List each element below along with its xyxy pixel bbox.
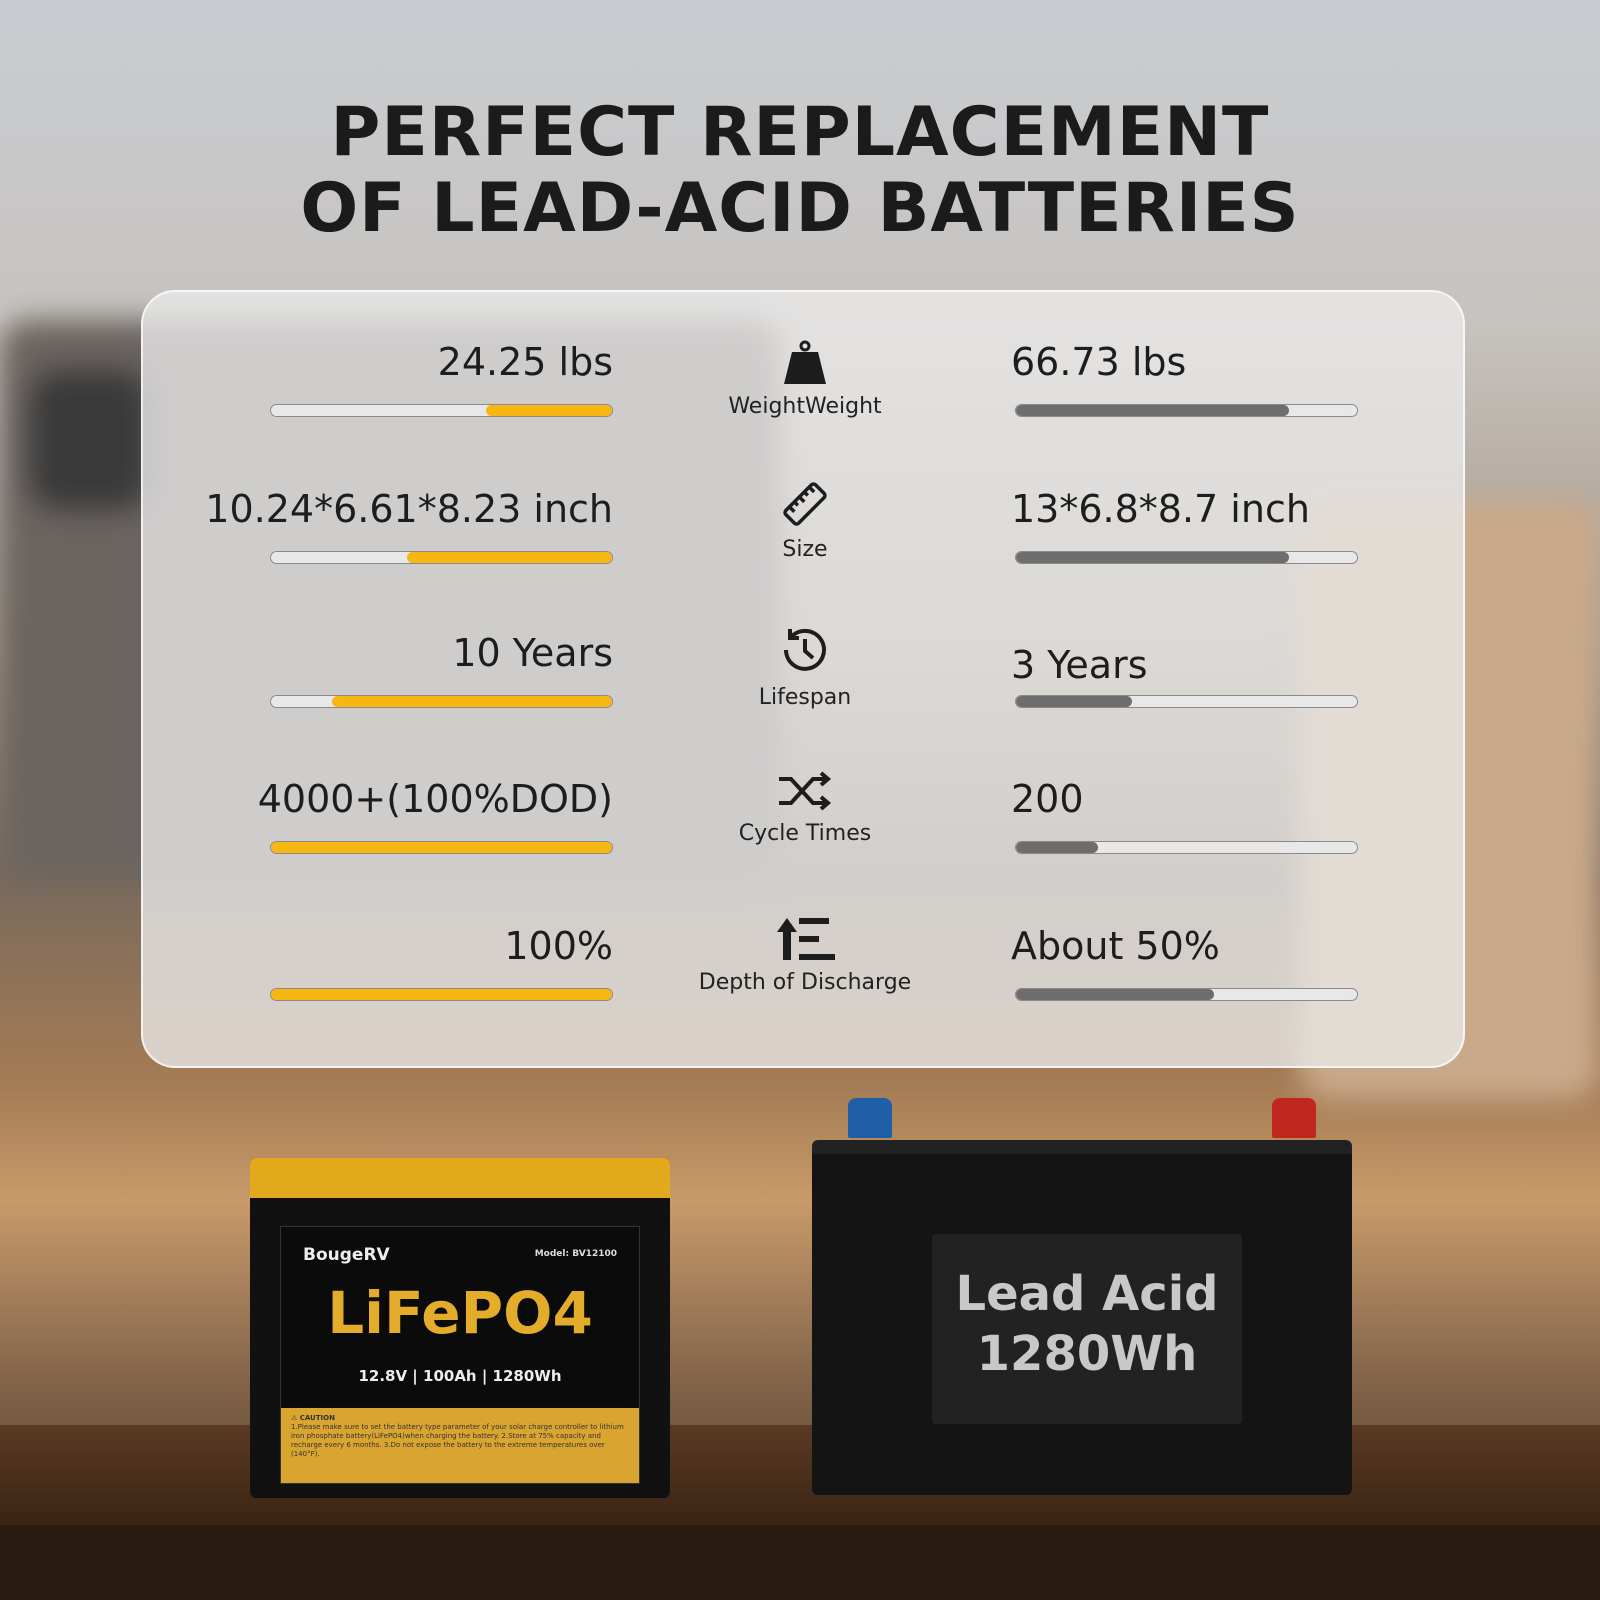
- metric-label: Cycle Times: [738, 821, 872, 846]
- lifepo4-bar-fill: [407, 552, 612, 563]
- table-top: [0, 1425, 1600, 1525]
- lifepo4-value: 10 Years: [452, 631, 613, 675]
- lifepo4-bar: [270, 988, 613, 1001]
- comparison-row: 4000+(100%DOD) 200 Cycle Times: [143, 771, 1463, 917]
- weight-icon: [655, 340, 955, 386]
- lead-acid-bar: [1015, 988, 1358, 1001]
- lifepo4-bar: [270, 551, 613, 564]
- depth-icon: [655, 916, 955, 962]
- caution-label: ⚠ CAUTION 1.Please make sure to set the b…: [281, 1408, 639, 1483]
- metric-label: WeightWeight: [728, 394, 882, 419]
- lifepo4-bar-fill: [271, 989, 612, 1000]
- lead-acid-bar-fill: [1016, 842, 1098, 853]
- lead-acid-bar: [1015, 841, 1358, 854]
- comparison-row: 10.24*6.61*8.23 inch 13*6.8*8.7 inch Siz…: [143, 482, 1463, 627]
- lead-acid-battery: Lead Acid 1280Wh: [812, 1140, 1352, 1495]
- lifepo4-value: 100%: [504, 924, 613, 968]
- lead-acid-bar: [1015, 695, 1358, 708]
- metric-label: Depth of Discharge: [698, 970, 912, 995]
- lead-acid-value: 3 Years: [1011, 643, 1148, 687]
- lead-acid-bar-fill: [1016, 552, 1289, 563]
- shuffle-icon: [655, 769, 955, 813]
- lifepo4-value: 24.25 lbs: [437, 340, 613, 384]
- lifepo4-bar: [270, 695, 613, 708]
- lifepo4-battery: BougeRV Model: BV12100 LiFePO4 12.8V | 1…: [250, 1158, 670, 1498]
- clock-history-icon: [655, 623, 955, 677]
- lifepo4-bar-fill: [271, 842, 612, 853]
- lead-acid-value: 13*6.8*8.7 inch: [1011, 487, 1310, 531]
- lead-acid-bar: [1015, 404, 1358, 417]
- lead-acid-bar-fill: [1016, 989, 1214, 1000]
- lifepo4-bar-fill: [485, 405, 612, 416]
- lifepo4-bar: [270, 404, 613, 417]
- lead-acid-value: 200: [1011, 777, 1084, 821]
- ruler-icon: [655, 479, 955, 529]
- lifepo4-value: 4000+(100%DOD): [257, 777, 613, 821]
- lifepo4-bar: [270, 841, 613, 854]
- lifepo4-bar-fill: [332, 696, 612, 707]
- comparison-row: 10 Years 3 Years Lifespan: [143, 628, 1463, 771]
- page-title: PERFECT REPLACEMENT OF LEAD-ACID BATTERIE…: [300, 93, 1300, 248]
- table-legs: [0, 1525, 1600, 1600]
- lead-acid-bar-fill: [1016, 696, 1132, 707]
- model-number: Model: BV12100: [534, 1249, 617, 1259]
- lifepo4-value: 10.24*6.61*8.23 inch: [205, 487, 613, 531]
- chemistry-label: LiFePO4: [327, 1279, 593, 1347]
- metric-label: Lifespan: [758, 685, 852, 710]
- negative-terminal: [848, 1098, 892, 1138]
- lead-acid-value: About 50%: [1011, 924, 1220, 968]
- metric-label: Size: [782, 537, 828, 562]
- lead-acid-bar: [1015, 551, 1358, 564]
- comparison-row: 24.25 lbs 66.73 lbs WeightWeight: [143, 340, 1463, 480]
- comparison-row: 100% About 50% Depth of Discharge: [143, 918, 1463, 1064]
- lead-acid-value: 66.73 lbs: [1011, 340, 1187, 384]
- positive-terminal: [1272, 1098, 1316, 1138]
- lead-acid-label: Lead Acid 1280Wh: [932, 1234, 1242, 1424]
- lead-acid-bar-fill: [1016, 405, 1289, 416]
- comparison-panel: 24.25 lbs 66.73 lbs WeightWeight 10.24*6.…: [141, 290, 1465, 1068]
- spec-label: 12.8V | 100Ah | 1280Wh: [358, 1367, 562, 1385]
- brand-logo: BougeRV: [303, 1245, 390, 1265]
